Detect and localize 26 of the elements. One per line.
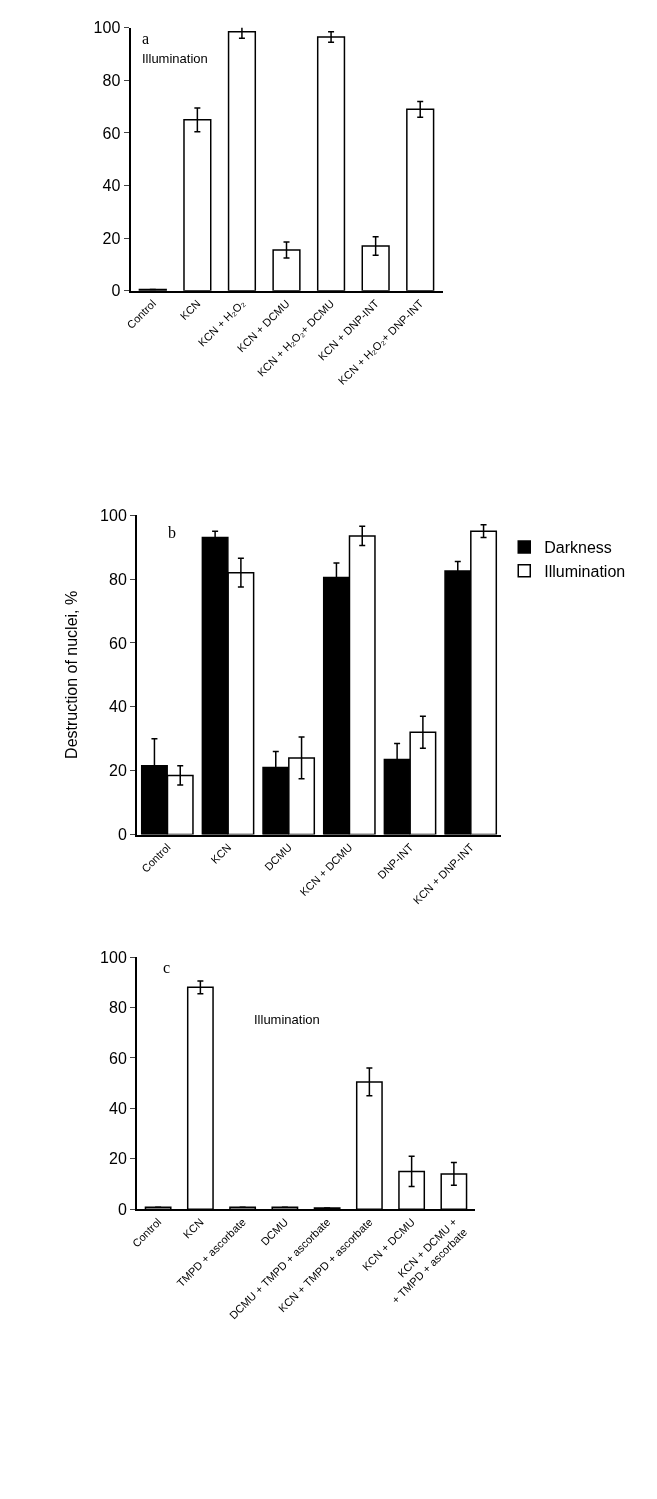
y-tick-label: 80: [109, 999, 127, 1017]
annotation: c: [163, 959, 171, 976]
annotation: b: [168, 524, 176, 541]
y-tick-label: 20: [109, 762, 127, 780]
annotation: a: [142, 30, 150, 47]
annotation: Illumination: [142, 51, 208, 66]
y-tick-label: 20: [109, 1150, 127, 1168]
y-tick-label: 0: [117, 826, 127, 844]
y-tick-label: 40: [109, 698, 127, 716]
y-tick-label: 80: [102, 71, 121, 89]
y-tick-label: 0: [117, 1200, 127, 1218]
y-tick-label: 60: [109, 1049, 127, 1067]
legend-label: Darkness: [544, 539, 612, 557]
y-tick-label: 60: [109, 634, 127, 652]
annotation: Illumination: [254, 1012, 320, 1027]
y-tick-label: 100: [100, 506, 127, 524]
y-tick-label: 40: [102, 177, 121, 195]
y-tick-label: 40: [109, 1099, 127, 1117]
y-tick-label: 60: [102, 124, 121, 142]
y-axis-title: Destruction of nuclei, %: [63, 590, 81, 759]
y-tick-label: 100: [93, 19, 121, 37]
y-tick-label: 20: [102, 229, 121, 247]
y-tick-label: 100: [100, 948, 127, 966]
legend-label: Illumination: [544, 562, 626, 580]
y-tick-label: 80: [109, 570, 127, 588]
y-tick-label: 0: [111, 282, 121, 300]
